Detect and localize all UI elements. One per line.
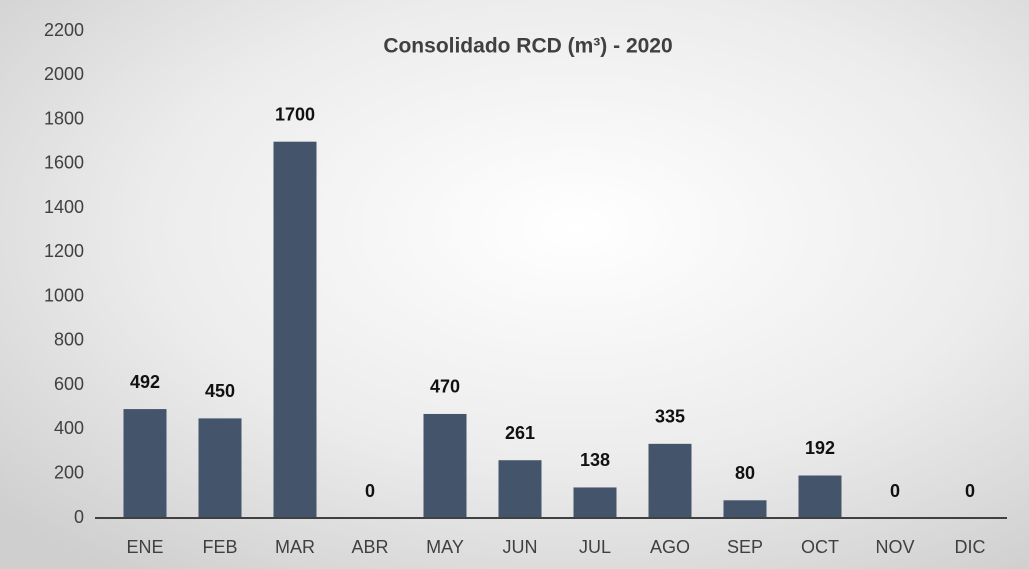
y-tick-label: 200	[54, 462, 84, 482]
bar	[573, 487, 617, 518]
y-tick-label: 800	[54, 330, 84, 350]
x-tick-label: JUL	[579, 537, 611, 557]
x-tick-label: JUN	[503, 537, 538, 557]
data-label: 138	[580, 450, 610, 470]
bar	[723, 500, 767, 518]
x-tick-label: MAR	[275, 537, 315, 557]
chart-title: Consolidado RCD (m³) - 2020	[383, 35, 672, 58]
bar	[498, 460, 542, 518]
bar	[423, 413, 467, 518]
data-label: 450	[205, 381, 235, 401]
y-tick-label: 600	[54, 374, 84, 394]
y-tick-label: 1000	[44, 285, 84, 305]
y-tick-label: 1200	[44, 241, 84, 261]
x-tick-label: SEP	[727, 537, 763, 557]
x-tick-label: AGO	[650, 537, 690, 557]
data-label: 1700	[275, 104, 315, 124]
data-label: 261	[505, 423, 535, 443]
bar	[198, 418, 242, 518]
data-label: 80	[735, 463, 755, 483]
y-tick-label: 400	[54, 418, 84, 438]
data-label: 470	[430, 377, 460, 397]
x-tick-label: ENE	[126, 537, 163, 557]
x-tick-label: NOV	[875, 537, 914, 557]
data-label: 492	[130, 372, 160, 392]
bar	[123, 409, 167, 518]
y-tick-label: 2200	[44, 20, 84, 40]
bar	[273, 141, 317, 518]
data-label: 335	[655, 407, 685, 427]
y-tick-label: 1600	[44, 153, 84, 173]
x-tick-label: FEB	[202, 537, 237, 557]
y-tick-label: 2000	[44, 64, 84, 84]
bar	[798, 475, 842, 518]
y-tick-label: 0	[74, 507, 84, 527]
y-tick-label: 1800	[44, 108, 84, 128]
y-tick-label: 1400	[44, 197, 84, 217]
bar	[648, 443, 692, 518]
data-label: 192	[805, 438, 835, 458]
data-label: 0	[365, 481, 375, 501]
x-tick-label: MAY	[426, 537, 464, 557]
x-tick-label: OCT	[801, 537, 839, 557]
x-tick-label: DIC	[955, 537, 986, 557]
x-tick-label: ABR	[351, 537, 388, 557]
data-label: 0	[890, 481, 900, 501]
data-label: 0	[965, 481, 975, 501]
